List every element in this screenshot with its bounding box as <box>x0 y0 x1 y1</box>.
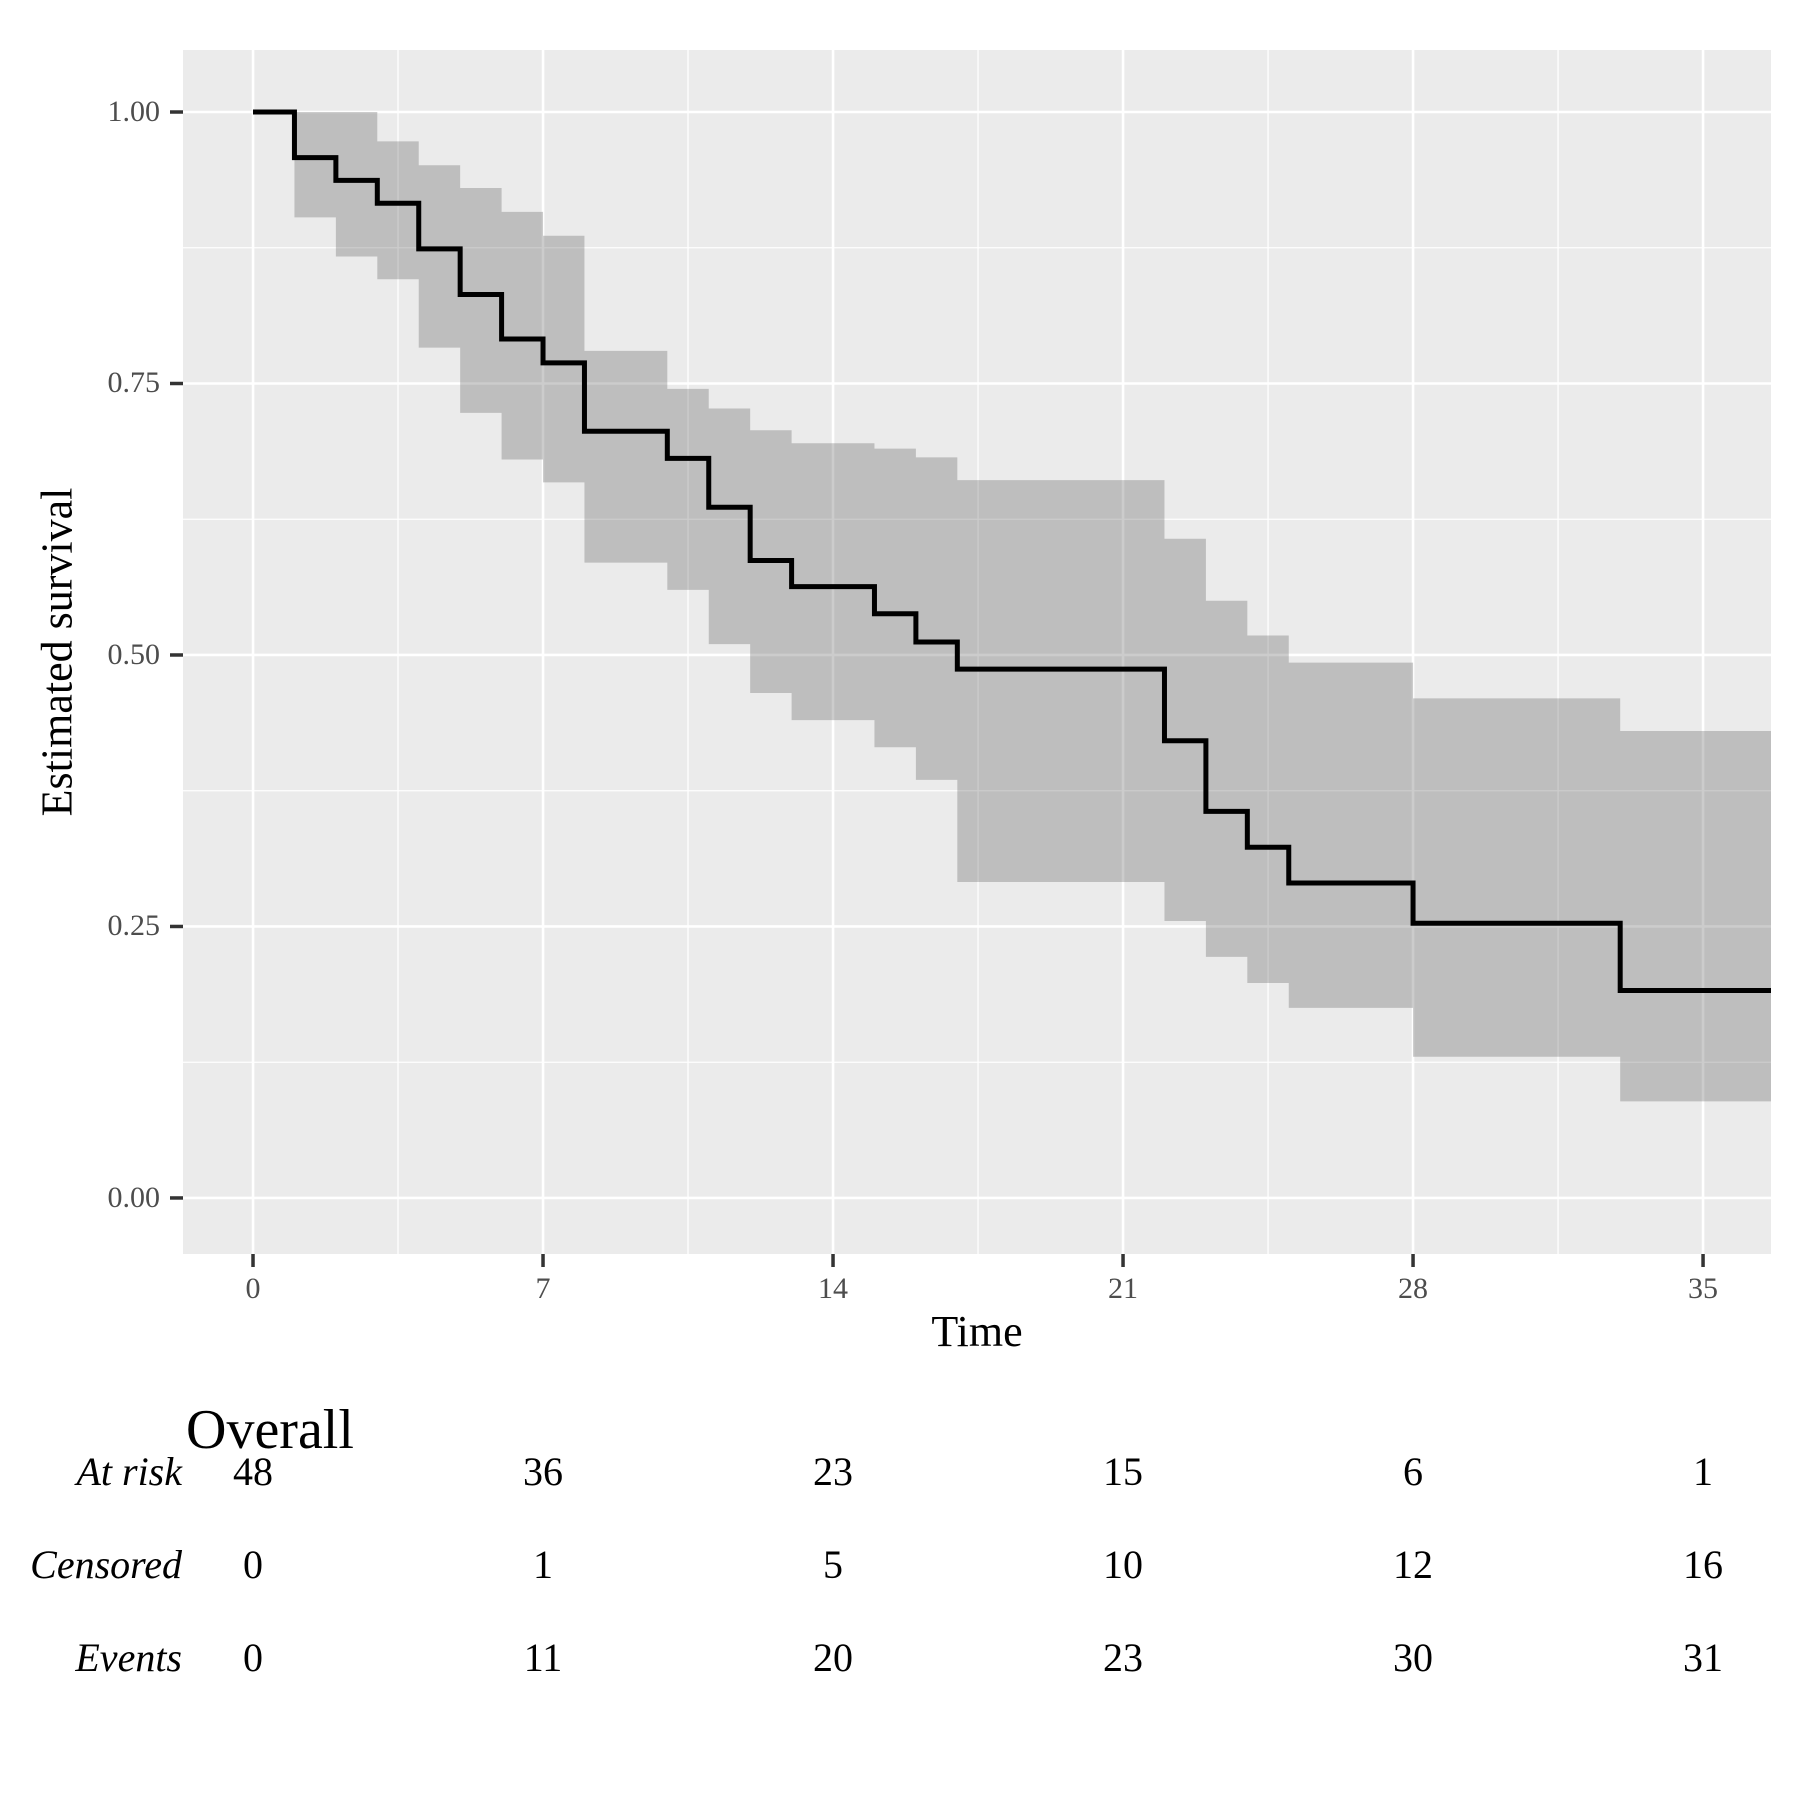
risk-table-value: 0 <box>243 1635 264 1680</box>
survival-step-curve <box>253 109 1771 994</box>
y-tick-label: 0.75 <box>107 366 161 400</box>
x-tick-label: 28 <box>1398 1272 1429 1305</box>
risk-table-value: 6 <box>1403 1449 1424 1494</box>
risk-table-value: 31 <box>1683 1635 1724 1680</box>
risk-table-row-label: Censored <box>30 1542 182 1587</box>
risk-table-value: 11 <box>523 1635 563 1680</box>
y-tick-label: 0.00 <box>107 1180 161 1214</box>
risk-table-value: 0 <box>243 1542 264 1587</box>
confidence-ribbon <box>294 112 1772 1102</box>
risk-table-group-header: Overall <box>186 1399 354 1461</box>
x-axis-title: Time <box>931 1307 1023 1356</box>
risk-table-value: 15 <box>1103 1449 1144 1494</box>
risk-table-value: 23 <box>813 1449 854 1494</box>
risk-table-value: 5 <box>823 1542 844 1587</box>
risk-table-value: 10 <box>1103 1542 1144 1587</box>
risk-table-row-label: Events <box>75 1635 182 1680</box>
risk-table-value: 30 <box>1393 1635 1434 1680</box>
x-tick-label: 0 <box>245 1272 261 1305</box>
x-tick-label: 21 <box>1108 1272 1139 1305</box>
risk-table-row-label: At risk <box>76 1449 182 1494</box>
risk-table-value: 48 <box>233 1449 274 1494</box>
risk-table-value: 16 <box>1683 1542 1724 1587</box>
x-tick-label: 7 <box>535 1272 551 1305</box>
risk-table-value: 23 <box>1103 1635 1144 1680</box>
x-tick-label: 14 <box>818 1272 849 1305</box>
y-tick-label: 1.00 <box>107 95 161 128</box>
y-tick-label: 0.25 <box>107 909 161 943</box>
risk-table-value: 20 <box>813 1635 854 1680</box>
risk-table-value: 1 <box>1693 1449 1714 1494</box>
risk-table-value: 1 <box>533 1542 554 1587</box>
risk-table-value: 36 <box>523 1449 564 1494</box>
y-tick-label: 0.50 <box>107 637 161 671</box>
risk-table-value: 12 <box>1393 1542 1434 1587</box>
x-tick-label: 35 <box>1688 1272 1719 1305</box>
